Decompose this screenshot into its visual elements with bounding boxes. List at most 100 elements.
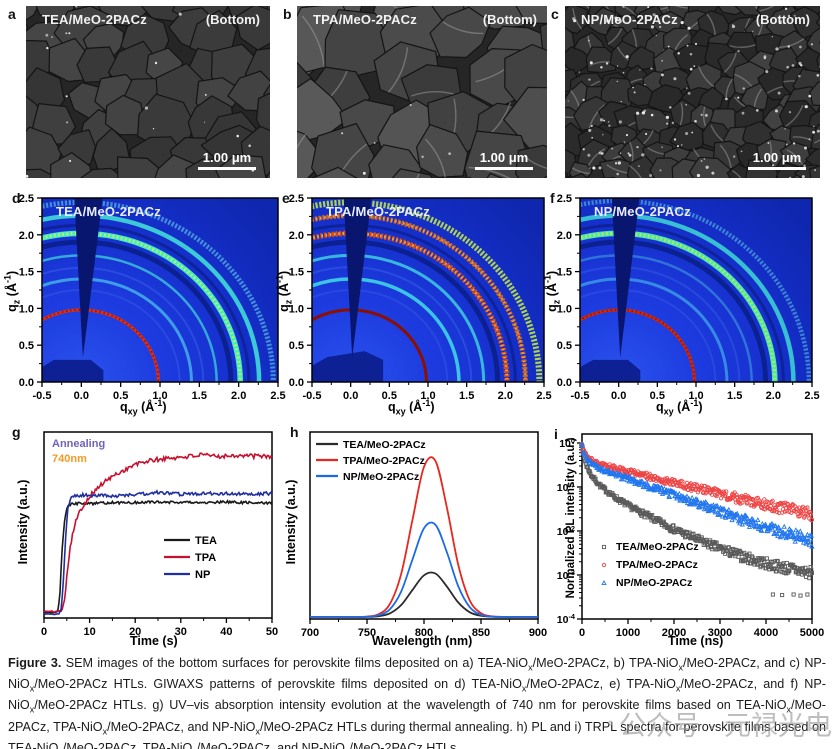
series-scatter-TPA/MeO-2PACz: [579, 442, 815, 523]
svg-text:0.5: 0.5: [113, 390, 128, 402]
scale-bar-line: [198, 167, 256, 170]
svg-text:0.5: 0.5: [382, 390, 397, 402]
svg-text:0: 0: [41, 626, 47, 638]
beam-block-shadow: [580, 359, 641, 382]
series-scatter-NP/MeO-2PACz: [579, 441, 815, 549]
svg-text:1.5: 1.5: [459, 390, 474, 402]
series-scatter-TEA/MeO-2PACz: [579, 442, 814, 598]
svg-text:-0.5: -0.5: [33, 390, 52, 402]
giwaxs-label: TPA/MeO-2PACz: [326, 204, 430, 219]
panel-letter-f: f: [550, 190, 555, 206]
svg-text:2.0: 2.0: [231, 390, 246, 402]
chart-trpl-decay: 0 1000 2000 3000 4000 5000 100 10-1 10-2 10-3 10-4…: [557, 433, 824, 639]
legend-item-TPA/MeO-2PACz: TPA/MeO-2PACz: [616, 559, 698, 571]
sem-bottom-tag: (Bottom): [755, 12, 810, 27]
series-line-NP: [43, 489, 273, 616]
y-axis-label-e: qz (Å-1): [274, 270, 294, 312]
svg-text:10-4: 10-4: [557, 612, 576, 627]
scale-bar: 1.00 μm: [475, 150, 533, 170]
legend-item-TEA/MeO-2PACz: TEA/MeO-2PACz: [343, 439, 426, 451]
legend-item-TPA: TPA: [195, 552, 216, 564]
y-axis-label-f: qz (Å-1): [542, 270, 562, 312]
svg-text:1.0: 1.0: [557, 303, 572, 315]
annotation-740nm: 740nm: [52, 453, 87, 465]
chart-pl-spectra: 700 750 800 850 900 TEA/MeO-2PACz TPA/MeO-2PAC…: [301, 431, 547, 639]
beamstop-wedge: [343, 198, 372, 358]
giwaxs-plot-tea: -0.5 0.0 0.5 1.0 1.5 2.0 2.50.00.51.01.52.02.5: [19, 193, 286, 402]
scale-bar-label: 1.00 μm: [752, 150, 802, 165]
svg-text:50: 50: [266, 626, 278, 638]
svg-text:20: 20: [129, 626, 141, 638]
svg-text:900: 900: [529, 627, 547, 639]
svg-text:0.5: 0.5: [289, 340, 304, 352]
svg-text:750: 750: [358, 627, 376, 639]
series-line-TPA: [43, 452, 273, 613]
svg-text:0: 0: [579, 627, 585, 639]
svg-text:2.0: 2.0: [766, 390, 781, 402]
svg-text:2.5: 2.5: [804, 390, 819, 402]
giwaxs-label: TEA/MeO-2PACz: [56, 204, 161, 219]
x-axis-label-d: qxy (Å-1): [120, 398, 167, 417]
x-axis-label-h: Wavelength (nm): [372, 634, 473, 648]
annotation-annealing: Annealing: [52, 438, 106, 450]
scale-bar-line: [748, 167, 806, 170]
legend-item-TEA/MeO-2PACz: TEA/MeO-2PACz: [616, 541, 699, 553]
svg-text:0.0: 0.0: [611, 390, 626, 402]
svg-text:30: 30: [175, 626, 187, 638]
beam-block-shadow: [42, 359, 104, 382]
scale-bar: 1.00 μm: [198, 150, 256, 170]
x-axis-label-e: qxy (Å-1): [388, 398, 435, 417]
svg-text:2.5: 2.5: [536, 390, 551, 402]
svg-text:10-2: 10-2: [557, 523, 575, 538]
svg-text:1.0: 1.0: [289, 303, 304, 315]
legend-item-NP/MeO-2PACz: NP/MeO-2PACz: [343, 471, 419, 483]
svg-text:5000: 5000: [800, 627, 824, 639]
svg-text:850: 850: [472, 627, 490, 639]
svg-text:1.5: 1.5: [557, 267, 572, 279]
svg-text:40: 40: [220, 626, 232, 638]
panel-letter-c: c: [551, 6, 559, 22]
scale-bar: 1.00 μm: [748, 150, 806, 170]
scale-bar-label: 1.00 μm: [202, 150, 252, 165]
svg-text:2.5: 2.5: [289, 193, 304, 205]
legend-item-NP: NP: [195, 569, 210, 581]
beam-block-shadow: [312, 351, 384, 382]
svg-text:0.0: 0.0: [19, 377, 34, 389]
svg-text:1.0: 1.0: [152, 390, 167, 402]
series-line-TEA/MeO-2PACz: [310, 571, 538, 618]
svg-text:10: 10: [83, 626, 95, 638]
svg-text:1000: 1000: [616, 627, 640, 639]
svg-text:0.0: 0.0: [289, 377, 304, 389]
sem-texture: [565, 6, 820, 178]
x-axis-label-f: qxy (Å-1): [656, 398, 703, 417]
sem-bottom-tag: (Bottom): [482, 12, 537, 27]
y-axis-label-h: Intensity (a.u.): [284, 479, 298, 565]
legend-item-TPA/MeO-2PACz: TPA/MeO-2PACz: [343, 455, 425, 467]
chart-absorption-evolution: 0 10 20 30 40 50 TEA TPA NP: [41, 431, 278, 638]
svg-text:2.0: 2.0: [19, 230, 34, 242]
giwaxs-plot-tpa: -0.5 0.0 0.5 1.0 1.5 2.0 2.50.00.51.01.52.02.5: [289, 193, 552, 402]
svg-text:1.0: 1.0: [688, 390, 703, 402]
svg-text:800: 800: [415, 627, 433, 639]
svg-text:1.0: 1.0: [420, 390, 435, 402]
sem-label: NP/MeO-2PACz: [581, 12, 678, 27]
svg-text:700: 700: [301, 627, 319, 639]
panel-letter-e: e: [282, 190, 290, 206]
panel-letter-b: b: [283, 6, 292, 22]
svg-text:-0.5: -0.5: [571, 390, 590, 402]
sem-texture: [297, 6, 547, 178]
svg-text:1.5: 1.5: [727, 390, 742, 402]
svg-text:-0.5: -0.5: [303, 390, 322, 402]
svg-text:0.5: 0.5: [19, 340, 34, 352]
series-line-NP/MeO-2PACz: [310, 521, 538, 618]
svg-text:0.0: 0.0: [557, 377, 572, 389]
svg-text:10-3: 10-3: [557, 567, 575, 582]
sem-image-tea: TEA/MeO-2PACz (Bottom) 1.00 μm: [26, 6, 270, 178]
giwaxs-label: NP/MeO-2PACz: [594, 204, 691, 219]
sem-label: TEA/MeO-2PACz: [42, 12, 147, 27]
svg-text:1.5: 1.5: [289, 267, 304, 279]
sem-label: TPA/MeO-2PACz: [313, 12, 417, 27]
svg-text:10-1: 10-1: [557, 479, 575, 494]
beamstop-wedge: [611, 198, 640, 358]
